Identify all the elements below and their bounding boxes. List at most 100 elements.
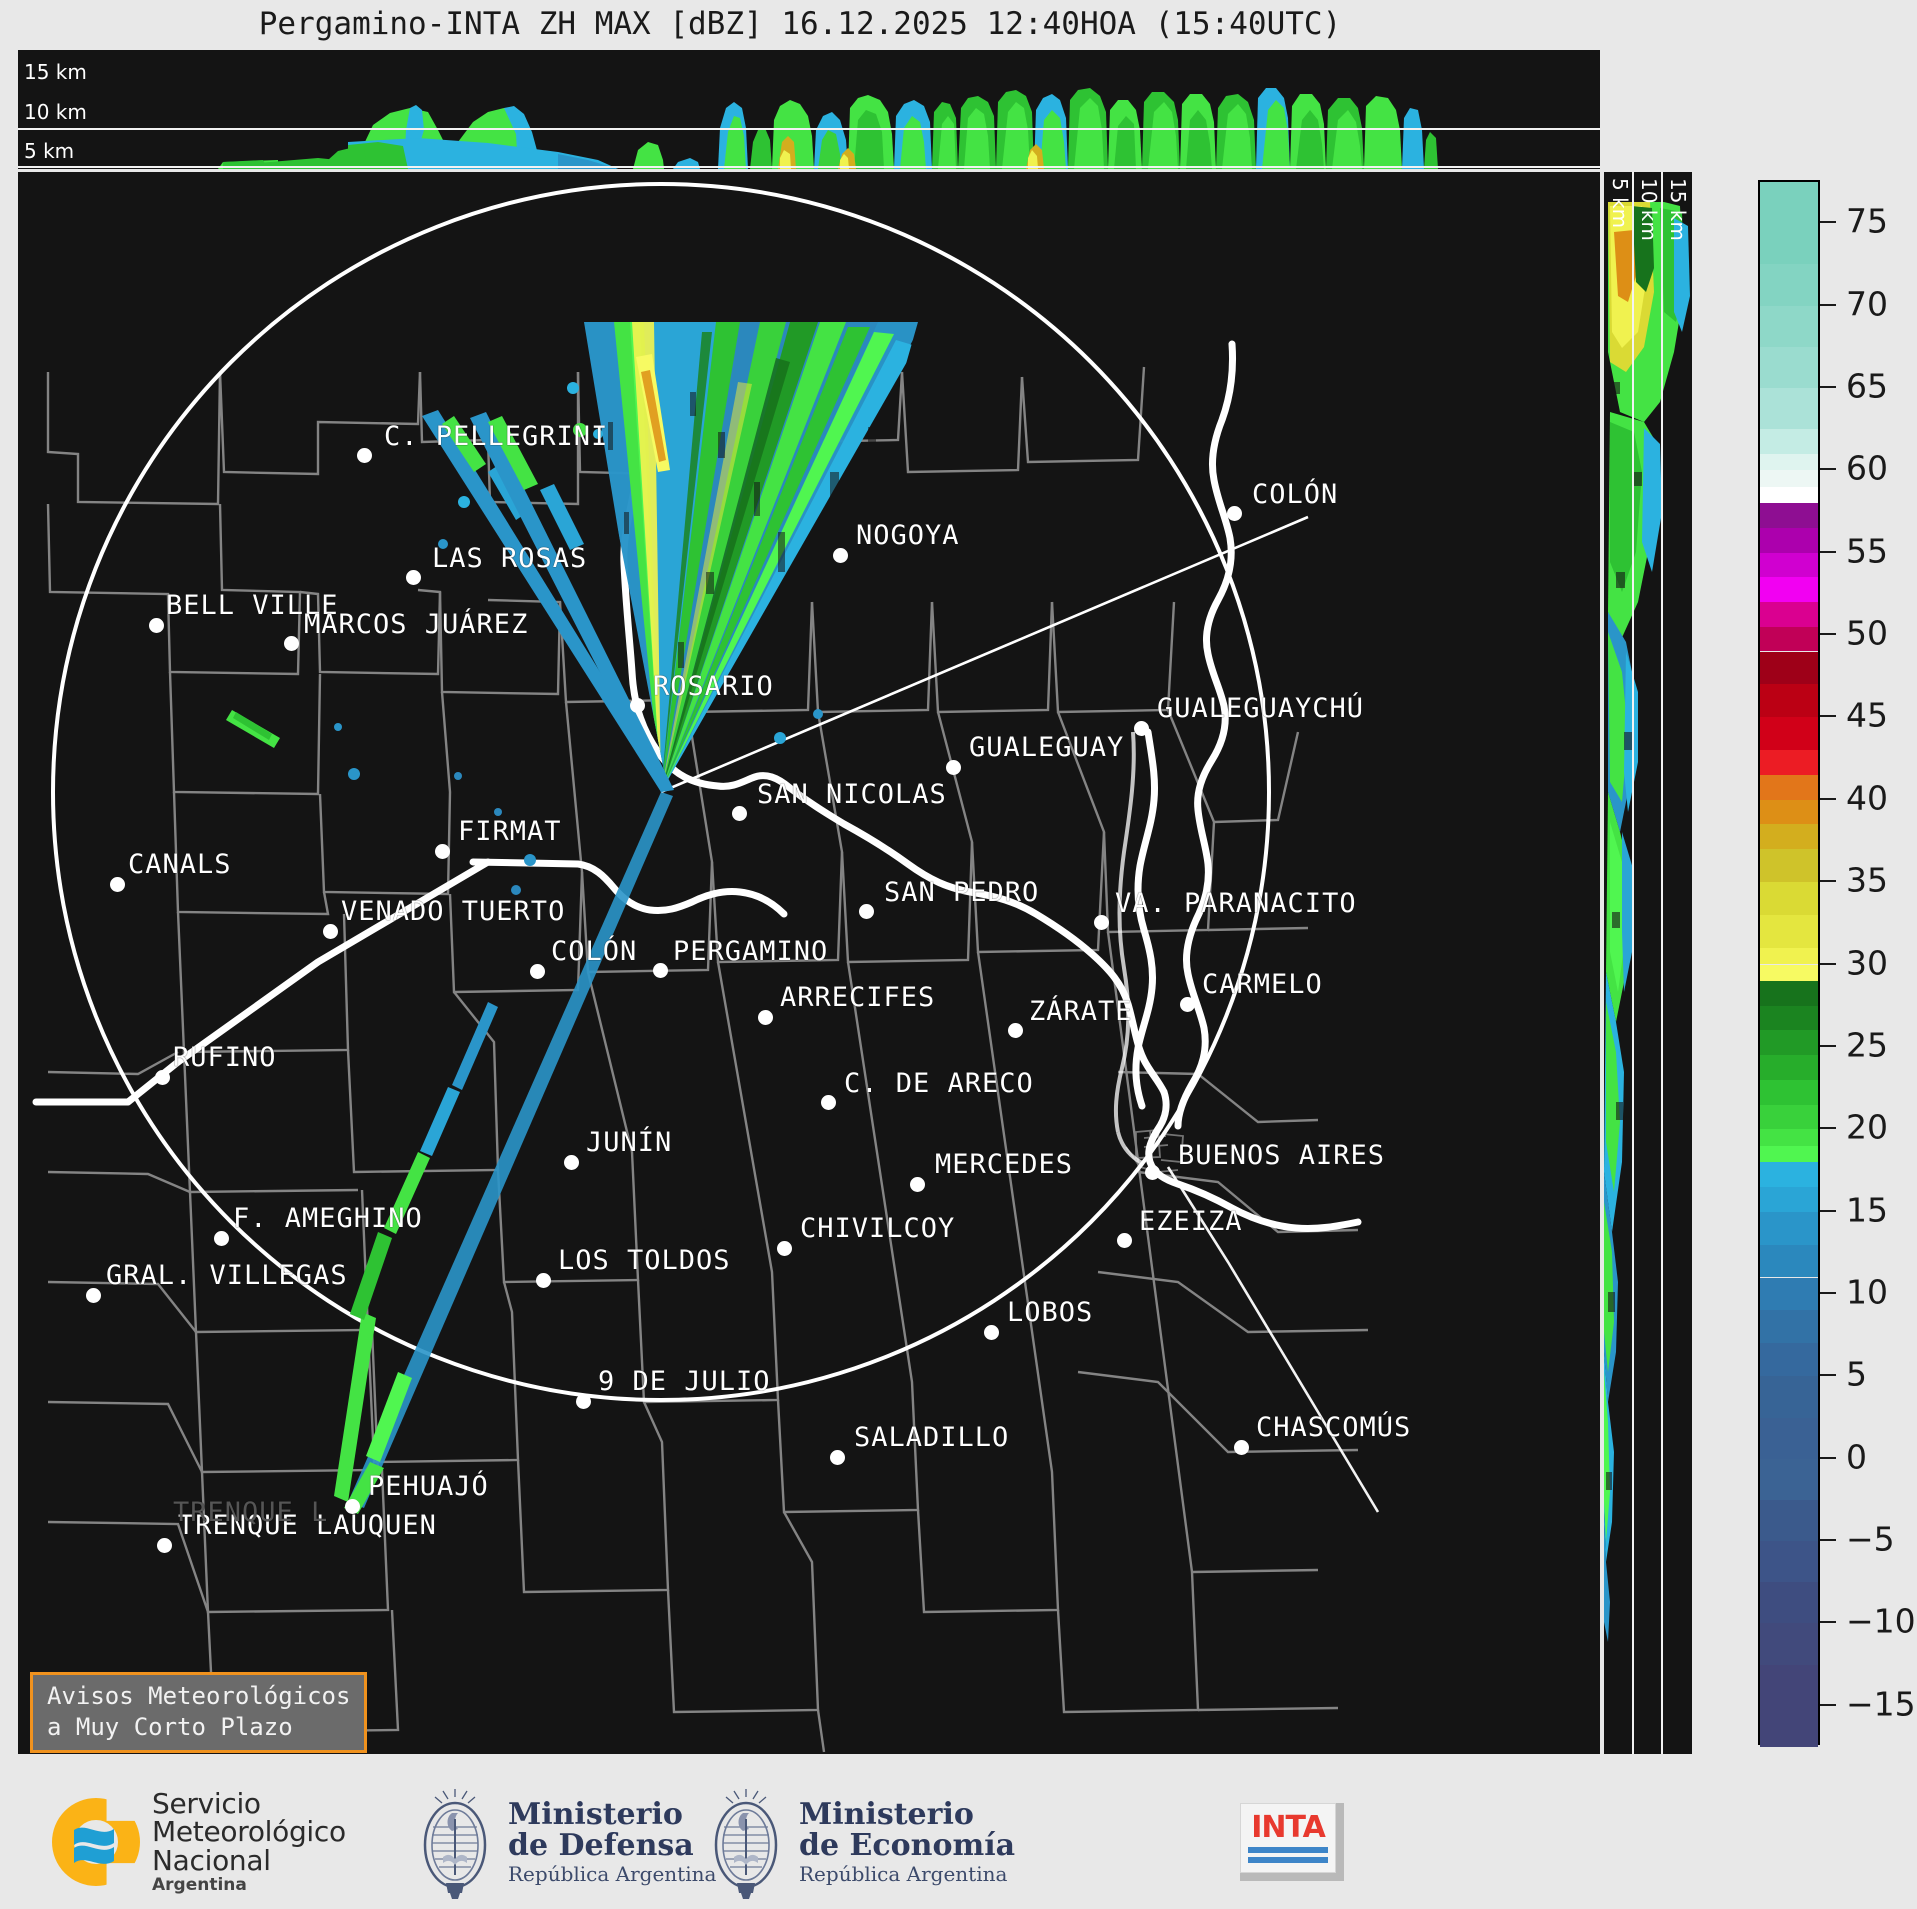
warning-badge-line1: Avisos Meteorológicos: [47, 1682, 351, 1710]
city-dot: [357, 448, 372, 463]
city-label-trenque-faded: TRENQUE L: [173, 1497, 329, 1528]
colorbar-tick: [1820, 1456, 1836, 1459]
city-dot: [1234, 1440, 1249, 1455]
city-label: SALADILLO: [854, 1422, 1010, 1453]
colorbar-tick-label: 0: [1846, 1437, 1867, 1477]
warning-badge[interactable]: Avisos Meteorológicos a Muy Corto Plazo: [30, 1672, 368, 1754]
colorbar-tick-label: −5: [1846, 1519, 1895, 1559]
colorbar-tick-label: 40: [1846, 778, 1888, 818]
colorbar-segment: [1760, 964, 1818, 981]
smn-logo-icon: [52, 1798, 140, 1886]
colorbar-segment: [1760, 527, 1818, 553]
colorbar-tick-label: 15: [1846, 1190, 1888, 1230]
economia-logo-text: Ministerio de Economía República Argenti…: [799, 1799, 1015, 1885]
logo-smn: Servicio Meteorológico Nacional Argentin…: [52, 1775, 346, 1909]
smn-line1: Servicio: [152, 1786, 261, 1820]
city-label: BUENOS AIRES: [1178, 1140, 1386, 1171]
colorbar-tick: [1820, 962, 1836, 965]
economia-line3: República Argentina: [799, 1862, 1008, 1887]
city-label: CANALS: [128, 849, 232, 880]
city-label: EZEIZA: [1139, 1206, 1243, 1237]
colorbar-gradient: [1758, 180, 1820, 1747]
xsec-right-height-10km: 10 km: [1637, 178, 1661, 241]
colorbar-tick: [1820, 715, 1836, 718]
colorbar-tick: [1820, 1374, 1836, 1377]
colorbar-segment: [1760, 1145, 1818, 1163]
colorbar-tick: [1820, 1127, 1836, 1130]
colorbar-segment: [1760, 882, 1818, 916]
city-dot: [110, 877, 125, 892]
colorbar-segment: [1760, 750, 1818, 776]
city-label: MERCEDES: [935, 1149, 1074, 1180]
city-dot: [536, 1273, 551, 1288]
colorbar-tick: [1820, 1209, 1836, 1212]
city-label: MARCOS JUÁREZ: [304, 609, 529, 640]
colorbar-tick-label: 10: [1846, 1272, 1888, 1312]
colorbar-segment: [1760, 1541, 1818, 1583]
city-label: CHIVILCOY: [800, 1213, 956, 1244]
colorbar-segment: [1760, 799, 1818, 825]
colorbar-segment: [1760, 552, 1818, 578]
colorbar-segment: [1760, 486, 1818, 504]
city-dot: [576, 1394, 591, 1409]
colorbar-segment: [1760, 602, 1818, 627]
colorbar-tick-label: −15: [1846, 1684, 1916, 1724]
xsec-right-echo: [1604, 172, 1690, 1754]
defensa-logo-text: Ministerio de Defensa República Argentin…: [508, 1799, 716, 1885]
logo-ministerio-defensa: Ministerio de Defensa República Argentin…: [412, 1775, 716, 1909]
defensa-line2: de Defensa: [508, 1828, 694, 1864]
city-label: COLÓN: [551, 936, 638, 967]
xsec-top-height-5km: 5 km: [24, 139, 75, 163]
colorbar-segment: [1760, 1186, 1818, 1212]
xsec-right-height-15km: 15 km: [1666, 178, 1690, 241]
colorbar-tick-label: 65: [1846, 366, 1888, 406]
economia-line1: Ministerio: [799, 1796, 974, 1832]
city-dot: [345, 1499, 360, 1514]
colorbar-tick-label: 25: [1846, 1025, 1888, 1065]
xsec-top-echo: [18, 88, 1600, 169]
city-label: 9 DE JULIO: [598, 1366, 771, 1397]
city-dot: [653, 963, 668, 978]
colorbar-segment: [1760, 503, 1818, 528]
city-label: GUALEGUAYCHÚ: [1157, 693, 1365, 724]
warning-badge-line2: a Muy Corto Plazo: [47, 1712, 293, 1741]
defensa-line1: Ministerio: [508, 1796, 683, 1832]
colorbar-segment: [1760, 264, 1818, 306]
colorbar-segment: [1760, 1499, 1818, 1542]
city-label: SAN PEDRO: [884, 877, 1040, 908]
colorbar-segment: [1760, 1458, 1818, 1500]
colorbar-tick-label: 45: [1846, 695, 1888, 735]
page-title: Pergamino-INTA ZH MAX [dBZ] 16.12.2025 1…: [258, 6, 1342, 42]
city-label: JUNÍN: [586, 1127, 673, 1158]
colorbar-segment: [1760, 1104, 1818, 1130]
city-dot: [284, 636, 299, 651]
city-dot: [1008, 1023, 1023, 1038]
colorbar-tick: [1820, 1044, 1836, 1047]
city-label: LAS ROSAS: [432, 543, 588, 574]
radar-map[interactable]: C. PELLEGRINI LAS ROSAS NOGOYA COLÓN BELL VI…: [18, 172, 1600, 1754]
colorbar-segment: [1760, 470, 1818, 487]
defensa-line3: República Argentina: [508, 1862, 717, 1887]
colorbar-segment: [1760, 1030, 1818, 1056]
colorbar-segment: [1760, 980, 1818, 1006]
city-label: SAN NICOLAS: [757, 779, 947, 810]
colorbar-tick: [1820, 1703, 1836, 1706]
colorbar-segment: [1760, 577, 1818, 603]
city-label: C. DE ARECO: [844, 1068, 1034, 1099]
city-dot: [1180, 997, 1195, 1012]
colorbar-tick-label: 50: [1846, 613, 1888, 653]
city-label: VA. PARANACITO: [1115, 888, 1357, 919]
logo-ministerio-economia: Ministerio de Economía República Argenti…: [703, 1775, 1015, 1909]
xsec-top-height-15km: 15 km: [24, 60, 87, 84]
colorbar-tick-label: 75: [1846, 201, 1888, 241]
city-label: CHASCOMÚS: [1256, 1412, 1412, 1443]
colorbar-tick: [1820, 880, 1836, 883]
colorbar-segment: [1760, 1055, 1818, 1080]
logo-bar: Servicio Meteorológico Nacional Argentin…: [0, 1775, 1600, 1909]
colorbar-tick: [1820, 303, 1836, 306]
city-label: GRAL. VILLEGAS: [106, 1260, 348, 1291]
colorbar-segment: [1760, 1005, 1818, 1031]
city-dot: [910, 1177, 925, 1192]
colorbar-segment: [1760, 684, 1818, 718]
map-vector-layer: [32, 182, 1380, 1753]
